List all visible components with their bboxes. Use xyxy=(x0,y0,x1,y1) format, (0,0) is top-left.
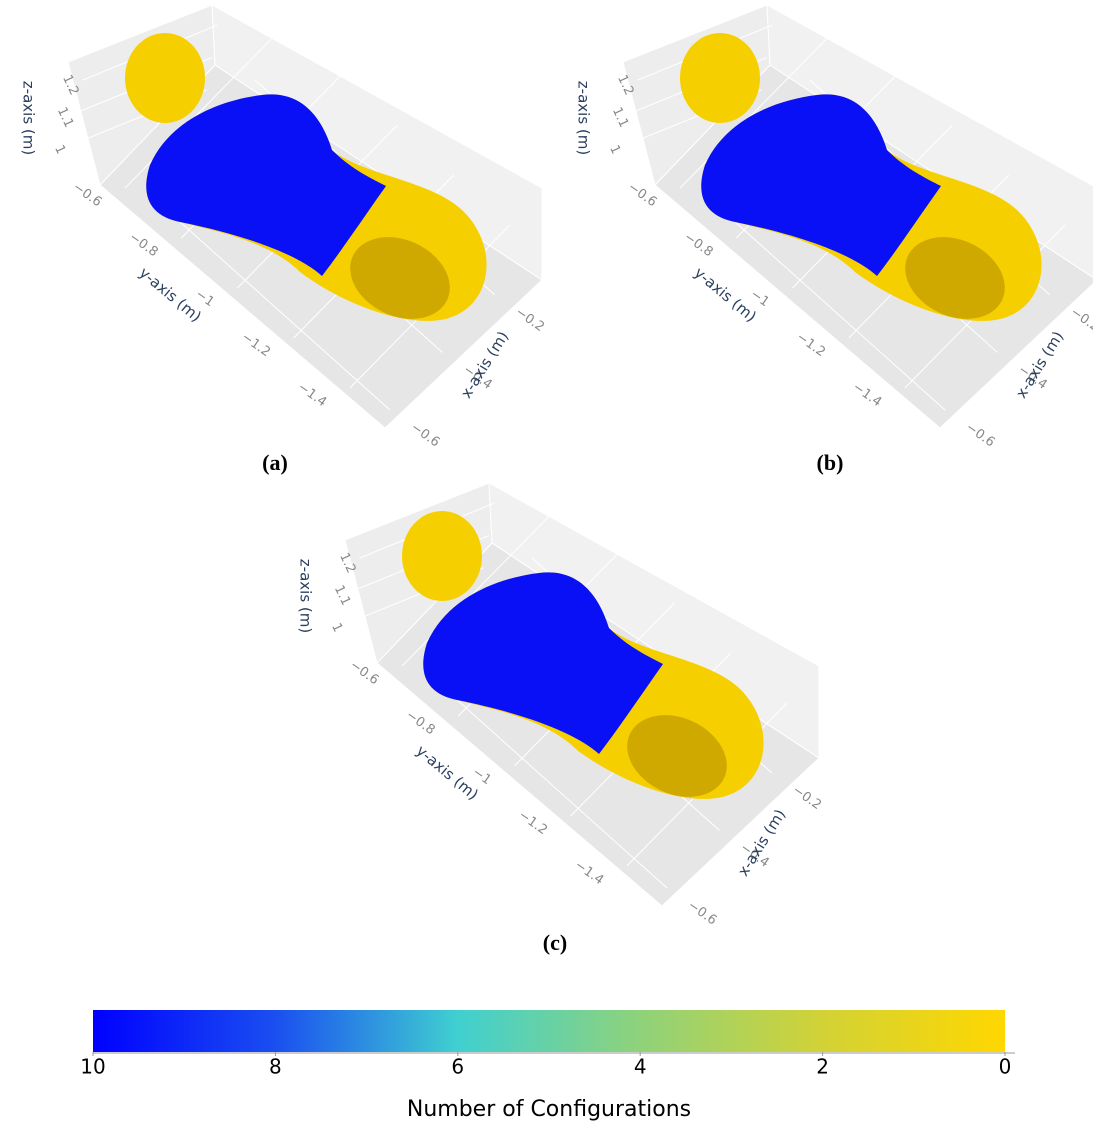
figure: −0.6−0.8−1−1.2−1.4−0.2−0.4−0.611.11.2z-a… xyxy=(0,0,1093,1132)
z-axis-title: z-axis (m) xyxy=(575,81,593,155)
head xyxy=(125,33,205,123)
y-tick-label: −0.8 xyxy=(681,230,715,260)
panel-label: (b) xyxy=(817,450,844,475)
y-tick-label: −0.8 xyxy=(126,230,160,260)
colorbar xyxy=(93,1010,1005,1052)
x-tick-label: −0.2 xyxy=(513,305,547,335)
x-tick-label: −0.6 xyxy=(685,898,719,928)
z-tick-label: 1.1 xyxy=(609,105,631,130)
x-tick-label: −0.2 xyxy=(1068,305,1093,335)
x-tick-label: −0.6 xyxy=(408,420,442,450)
colorbar-title: Number of Configurations xyxy=(407,1097,691,1122)
panel-label: (c) xyxy=(543,930,567,955)
colorbar-tick-label: 2 xyxy=(816,1055,829,1079)
colorbar-tick-label: 6 xyxy=(451,1055,464,1079)
head xyxy=(402,511,482,601)
y-tick-label: −0.6 xyxy=(347,658,381,688)
plot-3d: −0.6−0.8−1−1.2−1.4−0.2−0.4−0.611.11.2z-a… xyxy=(297,483,825,955)
plot-3d: −0.6−0.8−1−1.2−1.4−0.2−0.4−0.611.11.2z-a… xyxy=(575,5,1093,475)
y-tick-label: −0.6 xyxy=(625,180,659,210)
y-tick-label: −1.2 xyxy=(516,808,550,838)
z-tick-label: 1.1 xyxy=(331,583,353,608)
x-tick-label: −0.2 xyxy=(790,783,824,813)
colorbar-tick-label: 4 xyxy=(634,1055,647,1079)
panel-label: (a) xyxy=(262,450,288,475)
y-tick-label: −1.4 xyxy=(295,380,329,410)
y-tick-label: −1.4 xyxy=(572,858,606,888)
y-tick-label: −1.2 xyxy=(794,330,828,360)
y-tick-label: −1.2 xyxy=(239,330,273,360)
colorbar-tick-label: 0 xyxy=(999,1055,1012,1079)
z-tick-label: 1.1 xyxy=(54,105,76,130)
colorbar-tick-label: 8 xyxy=(269,1055,282,1079)
y-tick-label: −0.8 xyxy=(403,708,437,738)
colorbar-tick-label: 10 xyxy=(80,1055,105,1079)
plot-3d: −0.6−0.8−1−1.2−1.4−0.2−0.4−0.611.11.2z-a… xyxy=(20,5,548,475)
z-axis-title: z-axis (m) xyxy=(20,81,38,155)
head xyxy=(680,33,760,123)
y-tick-label: −0.6 xyxy=(70,180,104,210)
x-tick-label: −0.6 xyxy=(963,420,997,450)
z-tick-label: 1 xyxy=(328,621,345,635)
z-tick-label: 1 xyxy=(606,143,623,157)
z-tick-label: 1 xyxy=(51,143,68,157)
z-axis-title: z-axis (m) xyxy=(297,559,315,633)
y-tick-label: −1.4 xyxy=(850,380,884,410)
